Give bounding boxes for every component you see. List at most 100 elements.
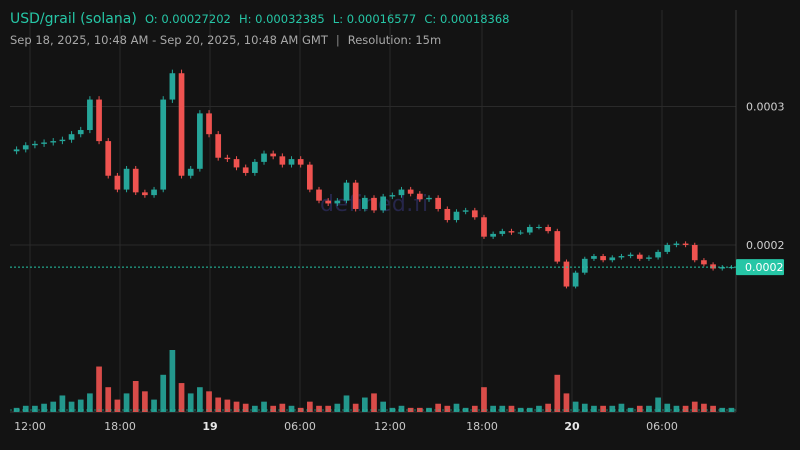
candle[interactable] <box>187 168 194 176</box>
candle[interactable] <box>105 141 112 176</box>
candle[interactable] <box>646 257 652 259</box>
candle[interactable] <box>68 134 75 140</box>
volume-bar <box>32 405 38 412</box>
volume-bar <box>151 399 157 412</box>
candle[interactable] <box>490 233 496 237</box>
candle[interactable] <box>453 211 460 221</box>
candle[interactable] <box>655 251 661 258</box>
candle[interactable] <box>233 159 240 168</box>
volume-bar <box>673 405 680 412</box>
candle[interactable] <box>664 244 671 252</box>
candle[interactable] <box>197 113 203 169</box>
candle[interactable] <box>22 145 29 150</box>
candle[interactable] <box>398 189 405 196</box>
candle[interactable] <box>371 197 377 211</box>
time-tick-label: 06:00 <box>646 420 678 433</box>
volume-bar <box>105 387 112 412</box>
candle[interactable] <box>261 153 267 162</box>
volume-bar <box>600 405 606 412</box>
volume-bar <box>526 407 533 412</box>
candle[interactable] <box>215 134 222 158</box>
candle[interactable] <box>288 159 295 165</box>
candle[interactable] <box>270 153 277 157</box>
candle[interactable] <box>471 210 478 218</box>
candle[interactable] <box>499 231 506 234</box>
candle[interactable] <box>297 159 304 165</box>
candle[interactable] <box>252 161 258 173</box>
candle[interactable] <box>444 208 451 221</box>
volume-bar <box>224 399 231 412</box>
candle[interactable] <box>389 195 396 197</box>
candle[interactable] <box>435 197 441 209</box>
candle[interactable] <box>609 257 616 261</box>
candle[interactable] <box>178 73 185 176</box>
candle[interactable] <box>517 232 524 234</box>
candle[interactable] <box>87 99 93 131</box>
time-tick-label: 18:00 <box>466 420 498 433</box>
volume-bar <box>59 395 66 412</box>
candle[interactable] <box>142 192 148 196</box>
candle[interactable] <box>673 243 680 245</box>
candle[interactable] <box>719 267 726 269</box>
volume-bar <box>664 403 671 412</box>
candle[interactable] <box>591 256 597 259</box>
candle[interactable] <box>462 210 469 212</box>
candle[interactable] <box>41 142 47 144</box>
candle[interactable] <box>600 256 606 261</box>
candle[interactable] <box>361 197 368 209</box>
candle[interactable] <box>334 200 341 204</box>
candle[interactable] <box>279 156 286 165</box>
candle[interactable] <box>508 231 515 233</box>
candle[interactable] <box>343 182 350 201</box>
candle[interactable] <box>481 217 487 237</box>
candle[interactable] <box>526 226 533 233</box>
candle[interactable] <box>132 168 139 193</box>
volume-bar <box>563 393 570 412</box>
candle[interactable] <box>416 193 423 200</box>
volume-bar <box>270 405 277 412</box>
candle[interactable] <box>242 167 249 173</box>
candle[interactable] <box>380 196 387 211</box>
volume-bar <box>581 403 588 412</box>
candle[interactable] <box>572 272 579 287</box>
candle[interactable] <box>325 200 332 204</box>
last-price-label: 0.0002 <box>745 261 784 274</box>
candle[interactable] <box>710 264 716 269</box>
volume-bar <box>691 401 698 412</box>
candle[interactable] <box>59 139 66 142</box>
candle[interactable] <box>77 130 84 135</box>
time-tick-label: 06:00 <box>284 420 316 433</box>
candle[interactable] <box>123 168 130 190</box>
candle[interactable] <box>169 73 176 100</box>
candle[interactable] <box>50 141 57 143</box>
candle[interactable] <box>627 254 634 257</box>
candle[interactable] <box>13 149 20 152</box>
candle[interactable] <box>691 244 698 261</box>
candle[interactable] <box>352 182 359 209</box>
candle[interactable] <box>114 175 121 190</box>
candle[interactable] <box>581 258 588 273</box>
candle[interactable] <box>160 99 167 190</box>
candle[interactable] <box>206 113 212 135</box>
candle[interactable] <box>407 189 414 194</box>
candle[interactable] <box>682 243 689 245</box>
candle[interactable] <box>224 157 231 160</box>
volume-bar <box>178 383 185 412</box>
candle[interactable] <box>618 256 625 258</box>
volume-bar <box>371 393 377 412</box>
candle[interactable] <box>554 231 561 262</box>
candle[interactable] <box>563 261 570 287</box>
candle[interactable] <box>536 226 542 228</box>
candle[interactable] <box>545 226 551 232</box>
volume-bar <box>389 407 396 412</box>
candle[interactable] <box>307 164 313 190</box>
candle[interactable] <box>32 143 38 146</box>
candle[interactable] <box>151 189 157 196</box>
candle[interactable] <box>426 197 432 200</box>
candle[interactable] <box>701 260 707 265</box>
candle[interactable] <box>636 254 643 259</box>
candle[interactable] <box>96 99 102 142</box>
volume-bar <box>68 401 75 412</box>
candle[interactable] <box>316 189 322 201</box>
